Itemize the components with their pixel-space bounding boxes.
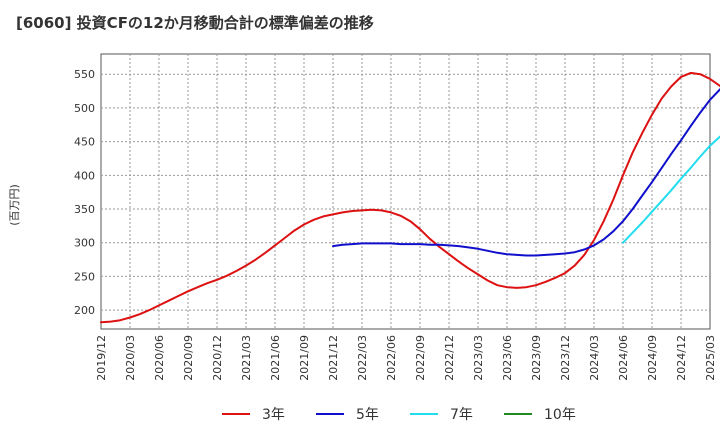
y-tick-label: 350 [74,203,95,216]
legend-label: 10年 [544,407,576,423]
plot-area [100,53,711,330]
y-axis-label: (百万円) [8,184,21,226]
x-tick-label: 2021/06 [269,335,282,381]
x-tick-label: 2023/06 [501,335,514,381]
x-tick-label: 2024/06 [617,335,630,381]
y-tick-label: 250 [74,270,95,283]
x-tick-label: 2024/03 [588,335,601,381]
x-tick-label: 2024/12 [675,335,688,381]
y-tick-label: 500 [74,102,95,115]
y-tick-label: 200 [74,304,95,317]
x-tick-label: 2019/12 [95,335,108,381]
y-tick-label: 400 [74,169,95,182]
y-tick-label: 450 [74,136,95,149]
chart-title: [6060] 投資CFの12か月移動合計の標準偏差の推移 [16,14,374,32]
x-tick-label: 2020/06 [153,335,166,381]
legend-label: 7年 [450,407,473,423]
x-tick-label: 2023/12 [559,335,572,381]
y-tick-label: 300 [74,237,95,250]
x-tick-label: 2024/09 [646,335,659,381]
y-tick-label: 550 [74,68,95,81]
legend-label: 3年 [262,407,285,423]
series-line-3年 [100,71,720,324]
x-tick-label: 2020/03 [124,335,137,381]
x-tick-label: 2025/03 [704,335,717,381]
x-tick-label: 2021/03 [240,335,253,381]
x-tick-label: 2022/12 [443,335,456,381]
x-tick-label: 2022/03 [356,335,369,381]
x-tick-label: 2021/09 [298,335,311,381]
series-line-5年 [332,88,720,257]
legend-label: 5年 [356,407,379,423]
x-tick-label: 2023/03 [472,335,485,381]
series-line-7年 [622,135,720,244]
x-tick-label: 2023/09 [530,335,543,381]
x-tick-label: 2020/12 [211,335,224,381]
x-tick-label: 2022/09 [414,335,427,381]
x-tick-label: 2022/06 [385,335,398,381]
x-tick-label: 2021/12 [327,335,340,381]
x-tick-label: 2020/09 [182,335,195,381]
